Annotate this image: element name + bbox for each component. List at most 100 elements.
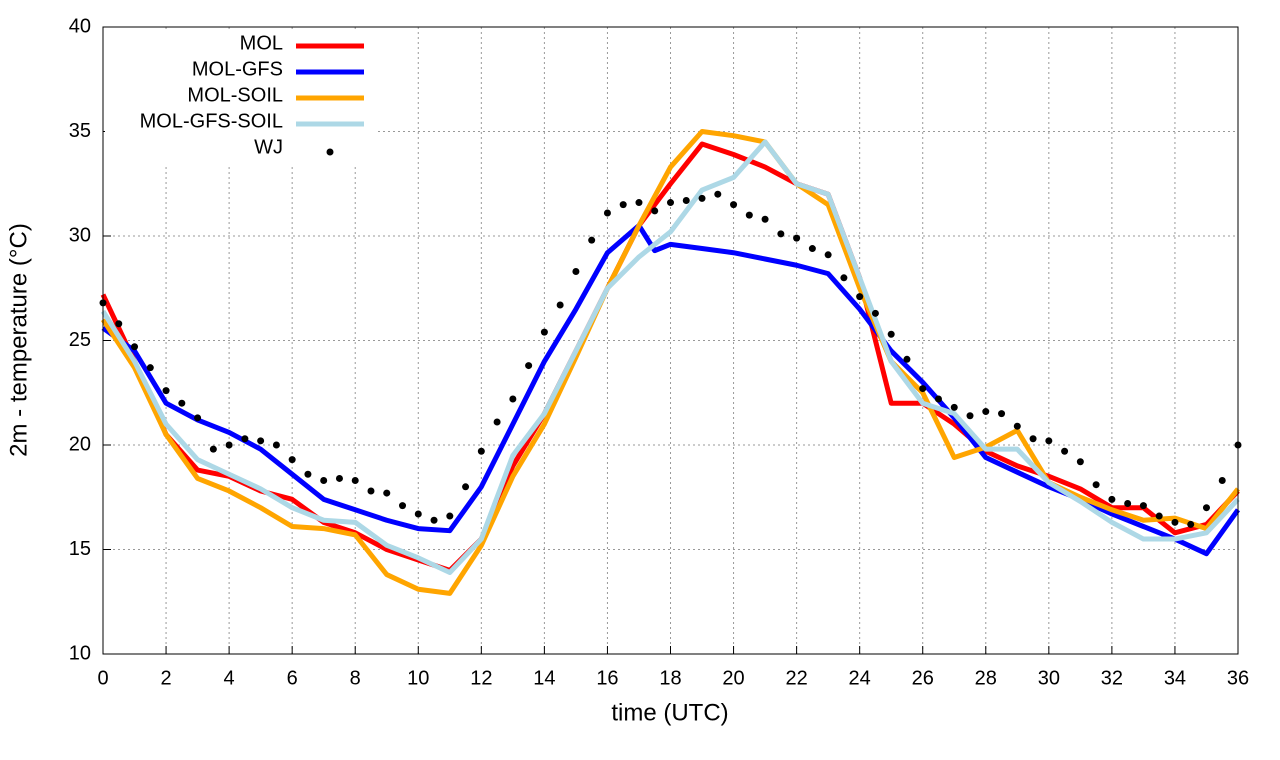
data-line bbox=[100, 141, 1240, 573]
x-tick-label: 32 bbox=[1101, 667, 1123, 689]
data-point bbox=[1171, 518, 1179, 526]
x-tick-label: 36 bbox=[1227, 667, 1249, 689]
x-tick-label: 34 bbox=[1164, 667, 1186, 689]
data-line bbox=[101, 223, 1241, 557]
legend-label: MOL-GFS bbox=[192, 58, 283, 80]
y-tick-label: 30 bbox=[69, 224, 91, 246]
data-point bbox=[115, 320, 123, 328]
x-tick-label: 10 bbox=[407, 667, 429, 689]
data-point bbox=[367, 487, 375, 495]
data-point bbox=[131, 343, 139, 351]
y-tick-label: 10 bbox=[69, 642, 91, 664]
data-point bbox=[588, 236, 596, 244]
data-point bbox=[399, 502, 407, 510]
data-point bbox=[793, 234, 801, 242]
x-tick-label: 18 bbox=[659, 667, 681, 689]
y-tick-label: 20 bbox=[69, 433, 91, 455]
plot-frame bbox=[102, 26, 1239, 655]
data-point bbox=[919, 385, 927, 393]
data-point bbox=[1218, 477, 1226, 485]
data-point bbox=[272, 441, 280, 449]
data-point bbox=[619, 201, 627, 209]
data-point bbox=[667, 199, 674, 207]
data-point bbox=[730, 201, 738, 209]
data-point bbox=[903, 355, 911, 363]
data-point bbox=[1202, 504, 1210, 512]
data-point bbox=[383, 489, 391, 497]
legend-label: MOL-SOIL bbox=[187, 84, 283, 106]
y-tick-label: 15 bbox=[69, 538, 91, 560]
x-tick-label: 14 bbox=[533, 667, 555, 689]
y-tick-label: 35 bbox=[69, 120, 91, 142]
data-point bbox=[950, 403, 958, 411]
data-point bbox=[761, 215, 769, 223]
data-point bbox=[887, 330, 895, 338]
data-point bbox=[1187, 520, 1195, 528]
x-tick-label: 26 bbox=[912, 667, 934, 689]
data-point bbox=[288, 456, 296, 464]
data-point bbox=[1061, 447, 1069, 455]
data-point bbox=[966, 412, 974, 420]
data-point bbox=[540, 328, 548, 336]
x-tick-label: 22 bbox=[785, 667, 807, 689]
data-point bbox=[603, 209, 611, 217]
data-point bbox=[225, 441, 233, 449]
data-point bbox=[335, 474, 343, 482]
data-point bbox=[178, 399, 186, 407]
x-tick-label: 24 bbox=[849, 667, 871, 689]
x-tick-label: 8 bbox=[350, 667, 361, 689]
data-line bbox=[100, 139, 1240, 575]
data-point bbox=[162, 387, 170, 395]
data-point bbox=[351, 477, 359, 485]
y-tick-label: 40 bbox=[69, 15, 91, 37]
data-point bbox=[777, 230, 785, 238]
data-point bbox=[998, 410, 1006, 418]
legend-swatch bbox=[326, 148, 334, 156]
x-tick-label: 12 bbox=[470, 667, 492, 689]
data-point bbox=[241, 435, 249, 443]
data-point bbox=[698, 194, 706, 202]
y-axis-title: 2m - temperature (°C) bbox=[5, 223, 32, 457]
data-point bbox=[320, 477, 328, 485]
data-point bbox=[477, 447, 485, 455]
data-point bbox=[856, 293, 864, 301]
data-point bbox=[493, 418, 501, 426]
data-point bbox=[257, 437, 265, 445]
data-point bbox=[808, 245, 816, 253]
data-point bbox=[462, 483, 470, 491]
data-point bbox=[1013, 422, 1021, 430]
legend-label: MOL-GFS-SOIL bbox=[140, 110, 283, 132]
y-tick-label: 25 bbox=[69, 329, 91, 351]
data-point bbox=[682, 196, 690, 204]
x-tick-label: 6 bbox=[287, 667, 298, 689]
data-point bbox=[1045, 437, 1053, 445]
data-point bbox=[934, 395, 942, 403]
data-point bbox=[572, 268, 580, 276]
x-tick-label: 4 bbox=[224, 667, 235, 689]
data-point bbox=[1124, 500, 1132, 508]
data-point bbox=[1139, 502, 1147, 510]
x-tick-label: 2 bbox=[160, 667, 171, 689]
x-tick-label: 30 bbox=[1038, 667, 1060, 689]
x-axis-title: time (UTC) bbox=[611, 699, 728, 726]
data-point bbox=[840, 274, 848, 282]
data-point bbox=[635, 199, 643, 207]
data-point bbox=[146, 364, 154, 372]
data-point bbox=[1029, 435, 1037, 443]
x-tick-label: 16 bbox=[596, 667, 618, 689]
data-point bbox=[525, 362, 533, 370]
data-point bbox=[871, 309, 879, 317]
data-point bbox=[194, 414, 202, 422]
data-point bbox=[414, 510, 422, 518]
data-point bbox=[1155, 512, 1163, 520]
x-tick-label: 20 bbox=[722, 667, 744, 689]
data-point bbox=[745, 211, 753, 219]
data-point bbox=[824, 251, 832, 259]
data-point bbox=[446, 512, 454, 520]
data-point bbox=[556, 301, 564, 309]
data-point bbox=[304, 470, 312, 478]
data-point bbox=[651, 207, 659, 215]
x-tick-label: 28 bbox=[975, 667, 997, 689]
legend-label: WJ bbox=[254, 136, 283, 158]
